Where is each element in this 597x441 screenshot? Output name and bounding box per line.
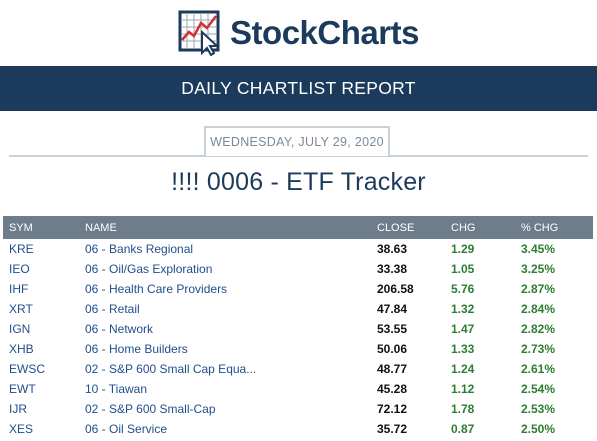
percent-change-value: 2.84%	[521, 302, 556, 316]
symbol-link[interactable]: XHB	[9, 342, 34, 356]
change-value: 1.33	[451, 342, 475, 356]
change-value: 1.05	[451, 262, 475, 276]
name-link[interactable]: 10 - Tiawan	[85, 382, 148, 396]
name-link[interactable]: 02 - S&P 600 Small Cap Equa...	[85, 362, 257, 376]
close-value: 38.63	[377, 242, 408, 256]
percent-change-value: 2.54%	[521, 382, 556, 396]
table-row: IGN 06 - Network 53.55 1.47 2.82%	[3, 319, 593, 339]
change-value: 1.24	[451, 362, 475, 376]
table-row: XRT 06 - Retail 47.84 1.32 2.84%	[3, 299, 593, 319]
change-value: 1.47	[451, 322, 475, 336]
percent-change-value: 2.61%	[521, 362, 556, 376]
name-link[interactable]: 06 - Banks Regional	[85, 242, 194, 256]
symbol-link[interactable]: IGN	[9, 322, 31, 336]
percent-change-value: 2.87%	[521, 282, 556, 296]
symbol-link[interactable]: IJR	[9, 402, 27, 416]
close-value: 72.12	[377, 402, 408, 416]
name-link[interactable]: 06 - Network	[85, 322, 154, 336]
date-section: WEDNESDAY, JULY 29, 2020	[0, 111, 597, 159]
close-value: 50.06	[377, 342, 408, 356]
table-row: KRE 06 - Banks Regional 38.63 1.29 3.45%	[3, 239, 593, 259]
change-value: 1.29	[451, 242, 475, 256]
report-banner: DAILY CHARTLIST REPORT	[0, 66, 597, 111]
col-header-chg[interactable]: CHG	[451, 221, 476, 234]
percent-change-value: 3.25%	[521, 262, 556, 276]
percent-change-value: 2.53%	[521, 402, 556, 416]
logo-text[interactable]: StockCharts	[230, 14, 419, 51]
close-value: 35.72	[377, 422, 408, 436]
symbol-link[interactable]: XES	[9, 422, 34, 436]
symbol-link[interactable]: IEO	[9, 262, 30, 276]
close-value: 206.58	[377, 282, 414, 296]
change-value: 1.32	[451, 302, 475, 316]
chartlist-title: !!!! 0006 - ETF Tracker	[171, 167, 426, 196]
logo-header: StockCharts	[0, 0, 597, 66]
change-value: 5.76	[451, 282, 475, 296]
close-value: 53.55	[377, 322, 408, 336]
change-value: 0.87	[451, 422, 475, 436]
close-value: 45.28	[377, 382, 408, 396]
stockcharts-logo-icon[interactable]	[178, 10, 224, 56]
table-row: EWT 10 - Tiawan 45.28 1.12 2.54%	[3, 379, 593, 399]
col-header-name[interactable]: NAME	[85, 221, 117, 234]
table-header-row: SYM NAME CLOSE CHG % CHG	[3, 216, 593, 239]
symbol-link[interactable]: EWT	[9, 382, 36, 396]
percent-change-value: 2.73%	[521, 342, 556, 356]
name-link[interactable]: 02 - S&P 600 Small-Cap	[85, 402, 216, 416]
table-row: XES 06 - Oil Service 35.72 0.87 2.50%	[3, 419, 593, 439]
symbol-link[interactable]: KRE	[9, 242, 34, 256]
percent-change-value: 3.45%	[521, 242, 556, 256]
close-value: 33.38	[377, 262, 408, 276]
change-value: 1.12	[451, 382, 475, 396]
symbol-link[interactable]: XRT	[9, 302, 33, 316]
symbol-link[interactable]: EWSC	[9, 362, 45, 376]
col-header-close[interactable]: CLOSE	[377, 221, 415, 234]
name-link[interactable]: 06 - Home Builders	[85, 342, 188, 356]
symbol-link[interactable]: IHF	[9, 282, 29, 296]
col-header-pct-chg[interactable]: % CHG	[521, 221, 559, 234]
table-row: IJR 02 - S&P 600 Small-Cap 72.12 1.78 2.…	[3, 399, 593, 419]
etf-table-container: SYM NAME CLOSE CHG % CHG KRE 06 - Banks …	[3, 216, 593, 441]
divider	[9, 155, 588, 157]
table-row: XHB 06 - Home Builders 50.06 1.33 2.73%	[3, 339, 593, 359]
table-row: EWSC 02 - S&P 600 Small Cap Equa... 48.7…	[3, 359, 593, 379]
change-value: 1.78	[451, 402, 475, 416]
name-link[interactable]: 06 - Retail	[85, 302, 140, 316]
report-date: WEDNESDAY, JULY 29, 2020	[204, 126, 390, 156]
name-link[interactable]: 06 - Health Care Providers	[85, 282, 228, 296]
percent-change-value: 2.50%	[521, 422, 556, 436]
name-link[interactable]: 06 - Oil Service	[85, 422, 168, 436]
name-link[interactable]: 06 - Oil/Gas Exploration	[85, 262, 213, 276]
close-value: 47.84	[377, 302, 408, 316]
etf-table: SYM NAME CLOSE CHG % CHG KRE 06 - Banks …	[3, 216, 593, 439]
col-header-sym[interactable]: SYM	[9, 221, 33, 234]
percent-change-value: 2.82%	[521, 322, 556, 336]
table-row: IEO 06 - Oil/Gas Exploration 33.38 1.05 …	[3, 259, 593, 279]
close-value: 48.77	[377, 362, 408, 376]
table-row: IHF 06 - Health Care Providers 206.58 5.…	[3, 279, 593, 299]
